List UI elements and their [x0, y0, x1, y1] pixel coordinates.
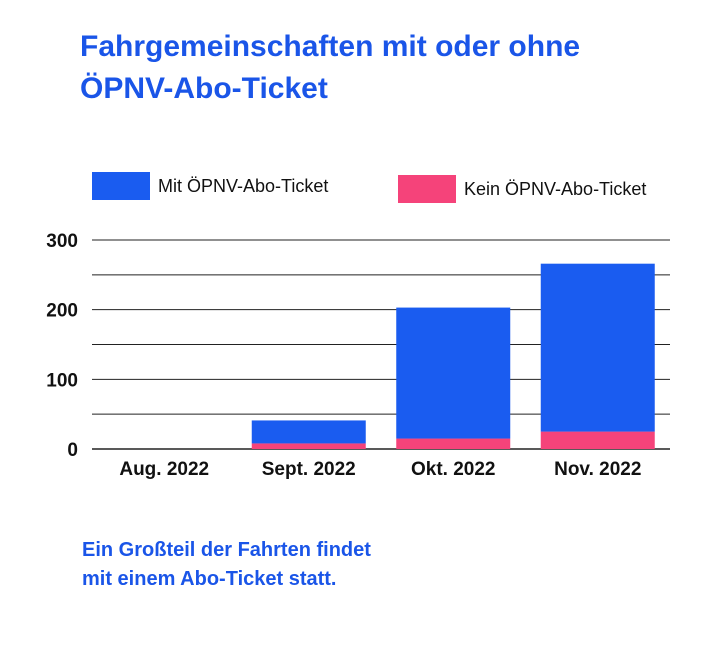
bar-kein-2 — [396, 438, 511, 449]
caption-line-1: Ein Großteil der Fahrten findet — [82, 539, 371, 561]
legend-label-kein: Kein ÖPNV-Abo-Ticket — [464, 178, 647, 199]
x-tick-label-1: Sept. 2022 — [262, 459, 356, 480]
bar-kein-3 — [540, 431, 655, 449]
title-line-1: Fahrgemeinschaften mit oder ohne — [80, 30, 581, 63]
y-tick-label-0: 0 — [67, 440, 78, 461]
caption-line-2: mit einem Abo-Ticket statt. — [82, 568, 337, 590]
legend-swatch-kein — [398, 175, 456, 203]
title-line-2: ÖPNV-Abo-Ticket — [80, 72, 328, 105]
y-tick-label-300: 300 — [46, 231, 78, 252]
bar-mit-1 — [251, 420, 366, 444]
legend-swatch-mit — [92, 172, 150, 200]
y-tick-label-100: 100 — [46, 370, 78, 391]
legend-item-kein: Kein ÖPNV-Abo-Ticket — [398, 175, 646, 203]
bar-mit-3 — [540, 263, 655, 432]
x-tick-label-0: Aug. 2022 — [119, 459, 209, 480]
legend-label-mit: Mit ÖPNV-Abo-Ticket — [158, 175, 329, 196]
bar-mit-2 — [396, 307, 511, 439]
x-tick-label-2: Okt. 2022 — [411, 459, 496, 480]
legend-item-mit: Mit ÖPNV-Abo-Ticket — [92, 172, 328, 200]
y-tick-label-200: 200 — [46, 301, 78, 322]
bar-kein-1 — [251, 443, 366, 449]
x-tick-label-3: Nov. 2022 — [554, 459, 641, 480]
caption: Ein Großteil der Fahrten findet mit eine… — [82, 536, 371, 594]
page-title: Fahrgemeinschaften mit oder ohne ÖPNV-Ab… — [80, 26, 700, 110]
